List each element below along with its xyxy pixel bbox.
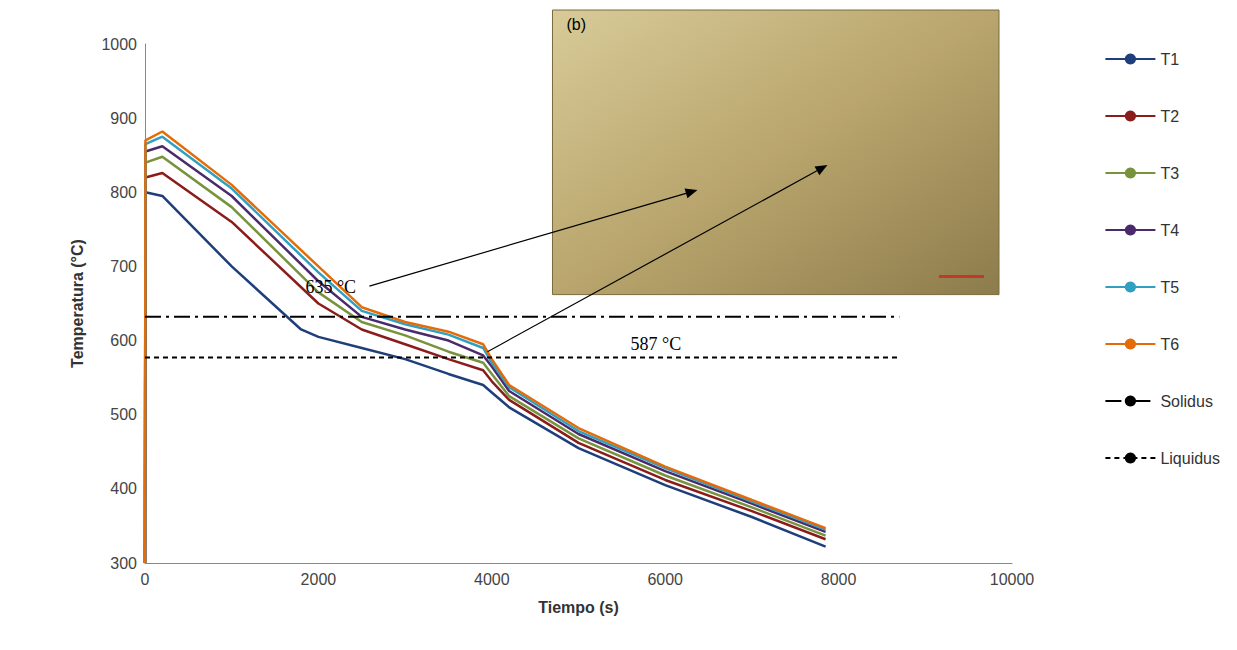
svg-text:(b): (b) — [566, 16, 586, 33]
svg-text:Temperatura (°C): Temperatura (°C) — [69, 239, 86, 368]
svg-text:T2: T2 — [1160, 108, 1179, 125]
svg-text:1000: 1000 — [101, 36, 137, 53]
svg-text:2000: 2000 — [301, 571, 337, 588]
svg-text:10000: 10000 — [990, 571, 1035, 588]
svg-text:900: 900 — [110, 110, 137, 127]
svg-text:800: 800 — [110, 184, 137, 201]
svg-text:8000: 8000 — [821, 571, 857, 588]
svg-text:700: 700 — [110, 258, 137, 275]
svg-text:400: 400 — [110, 480, 137, 497]
svg-text:0: 0 — [141, 571, 150, 588]
svg-text:T6: T6 — [1160, 336, 1179, 353]
svg-text:600: 600 — [110, 332, 137, 349]
svg-text:Liquidus: Liquidus — [1160, 450, 1220, 467]
svg-text:T3: T3 — [1160, 165, 1179, 182]
svg-text:T4: T4 — [1160, 222, 1179, 239]
svg-text:4000: 4000 — [474, 571, 510, 588]
svg-text:635 °C: 635 °C — [305, 277, 356, 297]
svg-text:587 °C: 587 °C — [631, 334, 682, 354]
svg-text:500: 500 — [110, 406, 137, 423]
svg-text:T5: T5 — [1160, 279, 1179, 296]
svg-text:T1: T1 — [1160, 51, 1179, 68]
svg-text:6000: 6000 — [647, 571, 683, 588]
svg-text:Tiempo (s): Tiempo (s) — [538, 599, 619, 616]
svg-text:300: 300 — [110, 555, 137, 572]
svg-text:Solidus: Solidus — [1160, 393, 1212, 410]
